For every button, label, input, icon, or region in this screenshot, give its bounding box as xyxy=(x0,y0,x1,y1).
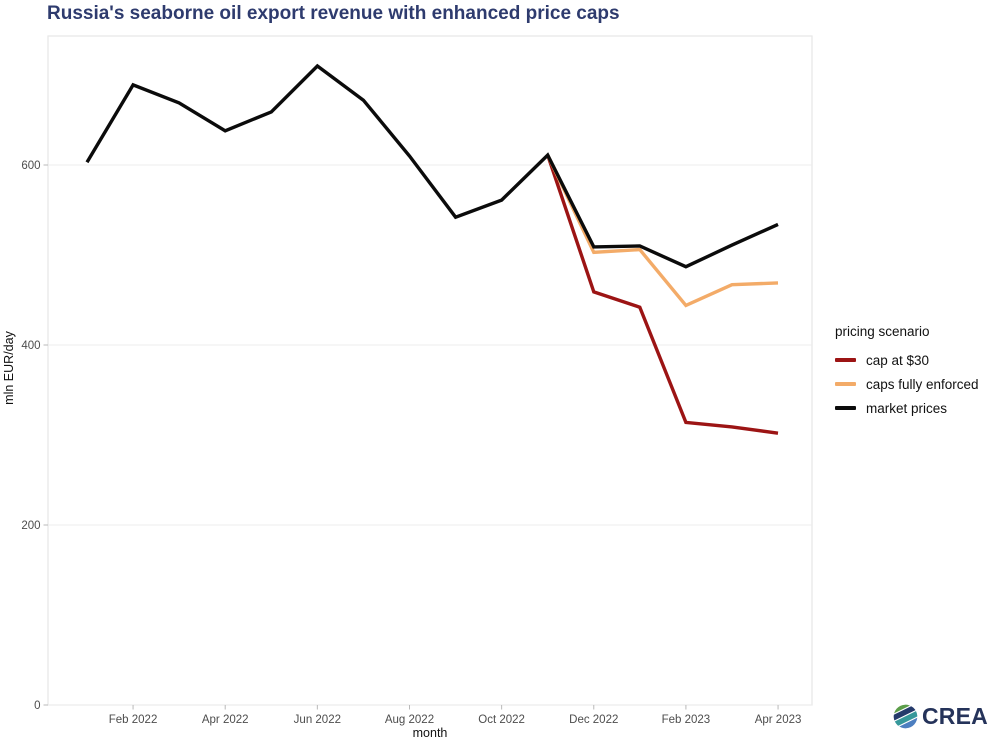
legend-item: cap at $30 xyxy=(835,348,979,372)
series-line-market-prices xyxy=(85,63,779,269)
y-tick-label: 0 xyxy=(34,700,40,712)
legend-item-label: caps fully enforced xyxy=(866,376,979,392)
x-tick-label: Apr 2023 xyxy=(755,714,802,726)
x-tick-label: Dec 2022 xyxy=(569,714,618,726)
x-tick-label: Jun 2022 xyxy=(294,714,341,726)
gridlines: 0 200 400 600 Feb 2022 Apr 2022 Jun 2022 Aug 20… xyxy=(21,160,812,726)
chart-title: Russia's seaborne oil export revenue wit… xyxy=(47,3,620,24)
x-tick-label: Aug 2022 xyxy=(385,714,434,726)
x-tick-label: Oct 2022 xyxy=(478,714,525,726)
x-tick-label: Feb 2022 xyxy=(109,714,158,726)
legend: pricing scenario cap at $30 caps fully en… xyxy=(835,324,979,420)
x-tick-label: Feb 2023 xyxy=(662,714,711,726)
legend-item-label: cap at $30 xyxy=(866,352,930,368)
series-line-caps-fully-enforced xyxy=(546,154,779,308)
legend-title: pricing scenario xyxy=(835,324,930,339)
plot-panel xyxy=(47,35,813,706)
y-tick-label: 200 xyxy=(21,520,40,532)
legend-swatch xyxy=(835,405,856,411)
x-tick-label: Apr 2022 xyxy=(202,714,249,726)
y-tick-label: 400 xyxy=(21,340,40,352)
crea-logo-text: CREA xyxy=(922,703,988,729)
legend-item-label: market prices xyxy=(866,400,948,416)
legend-swatch xyxy=(835,357,856,363)
series-line-cap-at-30 xyxy=(546,154,779,435)
y-axis-title: mln EUR/day xyxy=(2,330,16,404)
legend-item: caps fully enforced xyxy=(835,372,979,396)
series-lines xyxy=(85,63,779,435)
legend-item: market prices xyxy=(835,396,979,420)
legend-swatch xyxy=(835,381,856,387)
crea-logo: CREA xyxy=(892,703,988,730)
crea-logo-icon xyxy=(892,703,919,730)
legend-items: cap at $30 caps fully enforced market pric… xyxy=(835,348,979,420)
y-tick-label: 600 xyxy=(21,160,40,172)
x-axis-title: month xyxy=(413,726,448,740)
